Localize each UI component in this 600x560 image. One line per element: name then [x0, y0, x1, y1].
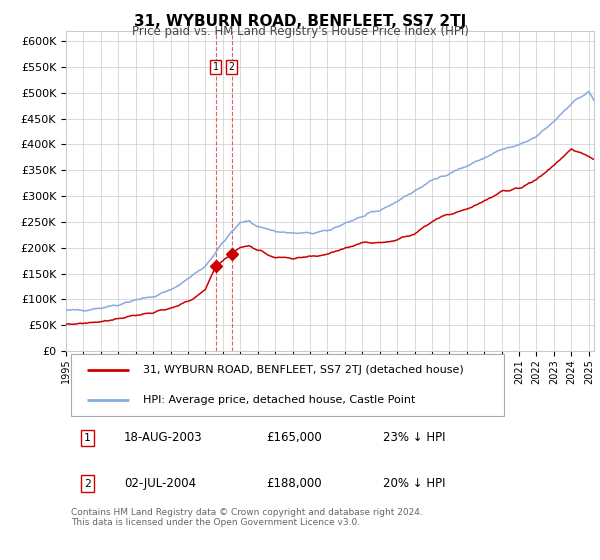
Text: HPI: Average price, detached house, Castle Point: HPI: Average price, detached house, Cast… — [143, 395, 415, 405]
Text: £188,000: £188,000 — [266, 477, 322, 490]
Text: 31, WYBURN ROAD, BENFLEET, SS7 2TJ (detached house): 31, WYBURN ROAD, BENFLEET, SS7 2TJ (deta… — [143, 365, 463, 375]
Text: 1: 1 — [213, 62, 219, 72]
Text: 2: 2 — [84, 479, 91, 488]
Text: 31, WYBURN ROAD, BENFLEET, SS7 2TJ: 31, WYBURN ROAD, BENFLEET, SS7 2TJ — [134, 14, 466, 29]
Text: Contains HM Land Registry data © Crown copyright and database right 2024.
This d: Contains HM Land Registry data © Crown c… — [71, 507, 423, 527]
Text: 1: 1 — [84, 433, 91, 443]
Text: 20% ↓ HPI: 20% ↓ HPI — [383, 477, 445, 490]
Text: 02-JUL-2004: 02-JUL-2004 — [124, 477, 196, 490]
FancyBboxPatch shape — [71, 354, 504, 416]
Text: 18-AUG-2003: 18-AUG-2003 — [124, 431, 203, 444]
Text: £165,000: £165,000 — [266, 431, 322, 444]
Text: 2: 2 — [229, 62, 235, 72]
Text: Price paid vs. HM Land Registry's House Price Index (HPI): Price paid vs. HM Land Registry's House … — [131, 25, 469, 38]
Text: 23% ↓ HPI: 23% ↓ HPI — [383, 431, 445, 444]
